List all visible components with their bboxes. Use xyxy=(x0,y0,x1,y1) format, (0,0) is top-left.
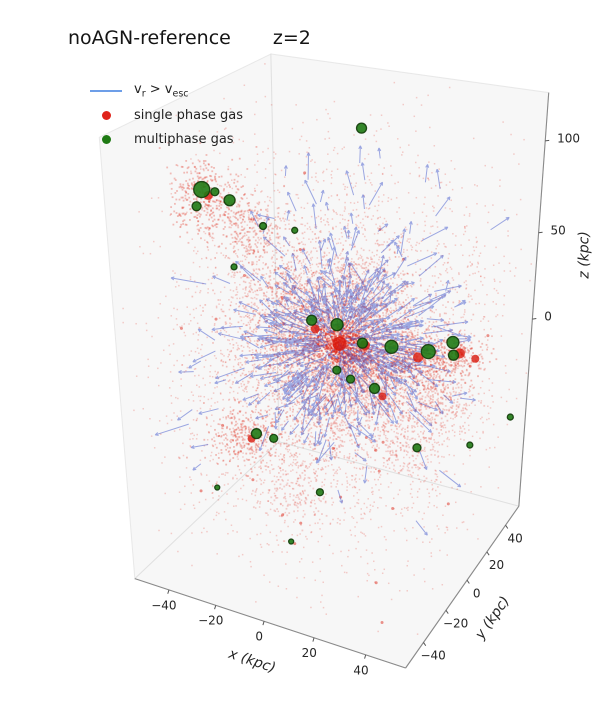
single-phase-dot-swatch xyxy=(102,110,111,120)
legend-item-single-phase: single phase gas xyxy=(90,105,243,125)
multiphase-dot-swatch xyxy=(102,134,111,144)
outflow-velocity-line-swatch xyxy=(90,90,122,92)
legend-label-outflow: vr > vesc xyxy=(134,82,189,100)
legend: vr > vesc single phase gas multiphase ga… xyxy=(90,81,243,149)
legend-item-outflow: vr > vesc xyxy=(90,81,243,101)
legend-label-multiphase: multiphase gas xyxy=(134,131,234,147)
legend-label-single-phase: single phase gas xyxy=(134,107,243,123)
legend-item-multiphase: multiphase gas xyxy=(90,129,243,149)
title-run-name: noAGN-reference xyxy=(68,27,231,49)
figure-title: noAGN-reference z=2 xyxy=(68,27,311,49)
title-redshift: z=2 xyxy=(272,27,311,49)
